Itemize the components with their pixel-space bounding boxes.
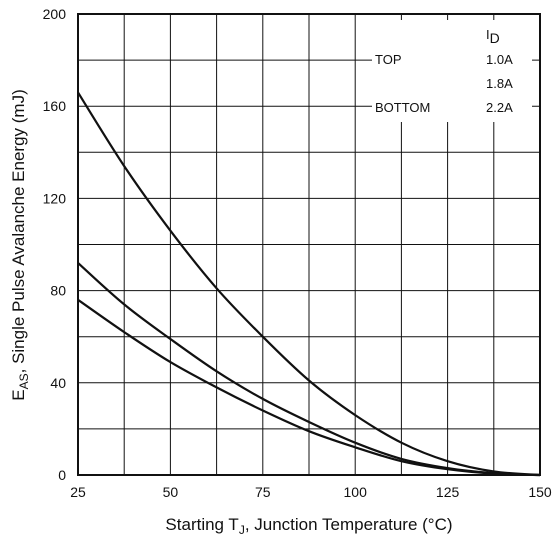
x-tick-label: 25 [70,484,86,500]
x-axis-label-subscript: J [239,523,245,536]
legend-row-value: 2.2A [486,100,513,115]
legend: ID TOP 1.0A 1.8A BOTTOM 2.2A [372,20,532,122]
x-tick-label: 125 [436,484,460,500]
series-curve [77,91,541,477]
legend-background [372,20,532,122]
y-tick-label: 160 [43,98,67,114]
legend-header-main: I [486,27,490,42]
x-axis-label-rest: , Junction Temperature (°C) [245,515,453,534]
legend-row-label: TOP [375,52,402,67]
x-tick-label: 50 [163,484,179,500]
y-tick-label: 40 [50,375,66,391]
series-curves [77,91,541,477]
legend-row-value: 1.8A [486,76,513,91]
y-tick-label: 80 [50,283,66,299]
x-axis-label: Starting TJ, Junction Temperature (°C) [165,515,452,536]
y-axis-label-main: E [9,389,28,400]
plot-frame [77,13,541,476]
x-tick-label: 100 [344,484,368,500]
legend-row-label: BOTTOM [375,100,430,115]
y-axis-label-rest: , Single Pulse Avalanche Energy (mJ) [9,89,28,373]
series-curve [77,298,541,477]
legend-header-subscript: D [490,30,500,46]
y-axis-label: EAS, Single Pulse Avalanche Energy (mJ) [9,89,31,400]
y-tick-label: 0 [58,467,66,483]
x-tick-labels: 25 50 75 100 125 150 [70,484,552,500]
x-axis-label-main: Starting T [165,515,238,534]
y-axis-label-subscript: AS [17,373,31,389]
x-tick-label: 150 [528,484,552,500]
y-tick-labels: 0 40 80 120 160 200 [43,6,67,483]
x-tick-label: 75 [255,484,271,500]
y-tick-label: 200 [43,6,67,22]
legend-row-value: 1.0A [486,52,513,67]
y-tick-label: 120 [43,190,67,206]
grid [78,14,540,475]
legend-header: ID [486,27,500,46]
